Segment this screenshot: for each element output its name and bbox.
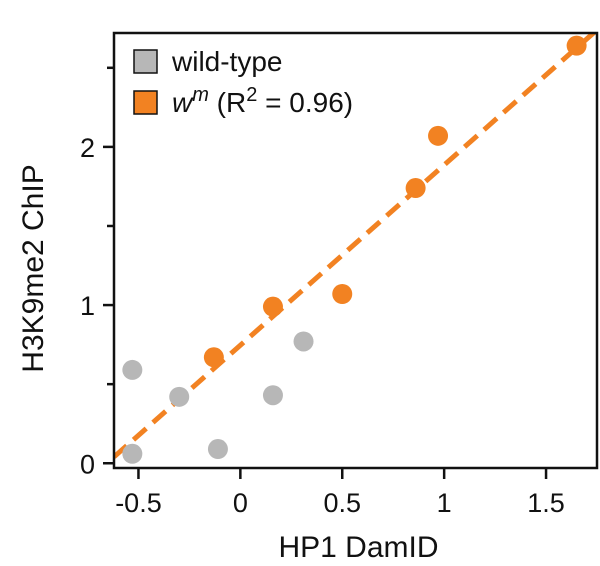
points-layer — [122, 35, 587, 464]
data-point-series-0-0 — [122, 359, 143, 380]
data-point-series-1-1 — [262, 296, 283, 317]
y-tick-label: 0 — [80, 449, 95, 479]
data-point-series-1-5 — [566, 35, 587, 56]
plot-frame — [112, 31, 599, 470]
legend-label-wild-type: wild-type — [171, 46, 282, 77]
fit-line — [114, 33, 597, 459]
x-tick-label: -0.5 — [115, 488, 162, 518]
legend-swatch-wild-type — [133, 49, 158, 74]
data-point-series-0-2 — [169, 386, 190, 407]
y-axis-title: H3K9me2 ChIP — [17, 164, 50, 372]
x-tick-label: 0.5 — [323, 488, 361, 518]
data-point-series-1-0 — [203, 347, 224, 368]
ticks-layer: -0.5 0 0.5 1 1.5 0 1 2 — [80, 66, 565, 518]
legend-label-wm-suffix: (R — [209, 87, 246, 118]
legend-swatch-wm — [133, 90, 158, 115]
data-point-series-0-4 — [262, 385, 283, 406]
legend-label-wm-suffix-sup: 2 — [246, 84, 257, 106]
fit-line-layer — [114, 33, 597, 459]
x-tick-label: 1 — [437, 488, 452, 518]
x-tick-label: 1.5 — [527, 488, 565, 518]
legend: wild-type wm (R2 = 0.96) — [133, 46, 353, 118]
y-tick-label: 1 — [80, 291, 95, 321]
x-tick-label: 0 — [233, 488, 248, 518]
legend-label-wm-prefix: w — [172, 87, 194, 118]
data-point-series-1-3 — [405, 178, 426, 199]
legend-label-wm-suffix-end: = 0.96) — [257, 87, 353, 118]
legend-label-wm-superscript: m — [192, 84, 209, 106]
data-point-series-1-2 — [332, 284, 353, 304]
y-tick-label: 2 — [80, 133, 95, 163]
data-point-series-0-3 — [207, 439, 228, 460]
data-point-series-0-1 — [122, 443, 143, 464]
data-point-series-0-5 — [293, 331, 314, 352]
legend-label-wm: wm (R2 = 0.96) — [172, 84, 353, 118]
x-axis-title: HP1 DamID — [278, 531, 438, 564]
data-point-series-1-4 — [428, 125, 449, 146]
